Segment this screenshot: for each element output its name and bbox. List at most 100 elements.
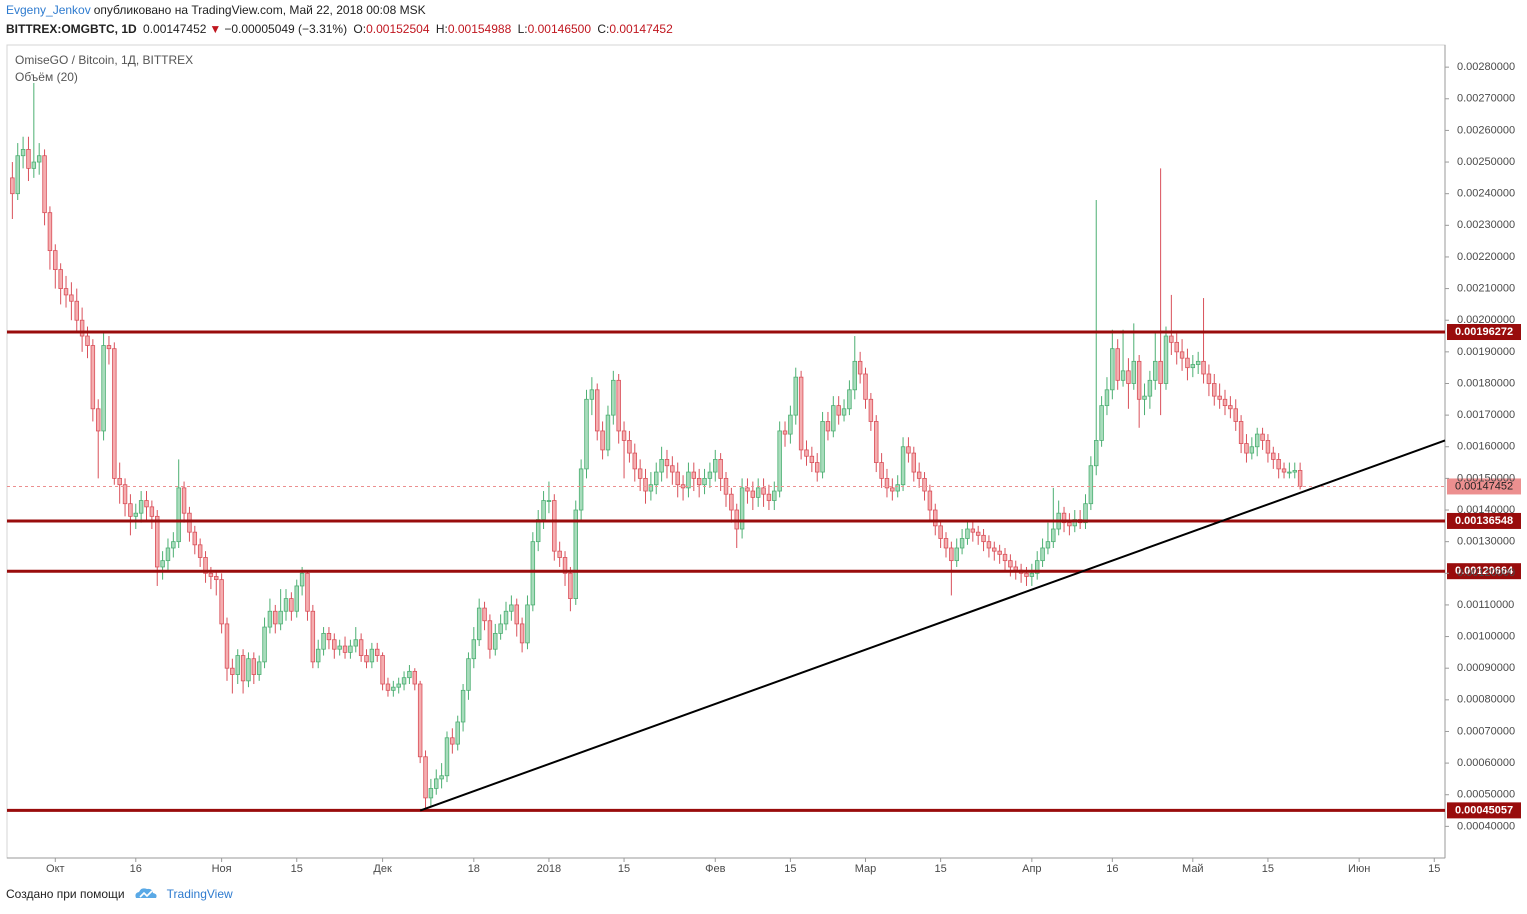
candle-body: [251, 658, 257, 675]
candle-body: [1126, 370, 1131, 384]
candle-body: [1088, 465, 1094, 505]
overlays: 0.00147452 0.00196272 0.00136548 0.00120664…: [7, 324, 1521, 819]
x-tick-label: Июн: [1348, 863, 1370, 875]
tv-logo[interactable]: [133, 886, 159, 902]
y-tick-label: 0.00230000: [1457, 219, 1515, 231]
candle-body: [385, 683, 391, 691]
candle-body: [47, 212, 53, 252]
l-label: L:: [517, 22, 528, 36]
candle-body: [863, 373, 868, 400]
made-with: Создано при помощи: [6, 887, 125, 901]
candle-body: [605, 414, 611, 451]
candle-body: [439, 775, 444, 780]
candle-body: [299, 572, 305, 587]
candle-body: [702, 477, 707, 486]
candle-body: [804, 449, 809, 457]
y-tick-label: 0.00150000: [1457, 472, 1515, 484]
candle-body: [965, 528, 970, 539]
candle-body: [992, 547, 997, 552]
candle-body: [1029, 572, 1035, 577]
candle-body: [1120, 370, 1126, 381]
candle-body: [262, 626, 267, 663]
candle-body: [831, 405, 836, 432]
candle-body: [1094, 440, 1099, 467]
candle-body: [63, 288, 69, 296]
level-label: 0.00196272: [1455, 326, 1513, 338]
candle-body: [476, 607, 482, 641]
candle-body: [165, 547, 171, 562]
candle-body: [600, 430, 605, 451]
candle-body: [1244, 443, 1249, 454]
candle-body: [396, 683, 401, 688]
candle-body: [342, 645, 348, 653]
x-tick-label: Ноя: [212, 863, 232, 875]
candle-body: [535, 519, 541, 543]
candle-body: [519, 623, 525, 644]
candle-body: [1153, 360, 1158, 381]
candle-body: [278, 610, 283, 625]
candle-body: [487, 620, 493, 650]
candle-body: [332, 639, 337, 650]
candle-body: [493, 632, 498, 650]
brand[interactable]: TradingView: [166, 887, 233, 901]
candle-body: [637, 468, 643, 479]
candle-body: [20, 148, 26, 157]
candle-body: [1115, 348, 1120, 381]
y-tick-label: 0.00270000: [1457, 93, 1515, 105]
candle-body: [401, 677, 407, 685]
candle-body: [240, 655, 246, 682]
candle-body: [1206, 373, 1212, 384]
candle-body: [69, 294, 74, 302]
candle-body: [460, 689, 466, 723]
last-price: 0.00147452: [143, 22, 207, 36]
y-tick-label: 0.00050000: [1457, 789, 1515, 801]
candle-body: [1051, 528, 1056, 543]
candle-body: [1142, 395, 1147, 400]
candle-body: [122, 484, 128, 505]
candle-body: [997, 550, 1002, 555]
candle-body: [466, 658, 471, 691]
l-value: 0.00146500: [527, 22, 592, 36]
y-tick-label: 0.00210000: [1457, 282, 1515, 294]
candle-body: [621, 430, 627, 441]
candle-body: [954, 547, 959, 562]
candle-body: [589, 389, 595, 400]
candle-body: [975, 531, 981, 536]
candle-body: [1067, 522, 1072, 527]
level-box: [1447, 324, 1521, 341]
candle-body: [42, 155, 47, 214]
candle-body: [654, 471, 659, 486]
candle-body: [1249, 446, 1255, 454]
candle-body: [375, 648, 380, 656]
candle-body: [1013, 566, 1018, 571]
candle-body: [267, 610, 273, 628]
author[interactable]: Evgeny_Jenkov: [6, 3, 91, 17]
candle-body: [133, 512, 139, 517]
change-arrow: ▼: [209, 22, 222, 36]
x-tick-label: 15: [784, 863, 796, 875]
candle-body: [256, 661, 262, 675]
candle-body: [79, 319, 85, 337]
candle-body: [482, 607, 487, 622]
candle-body: [101, 345, 106, 432]
candle-body: [1212, 383, 1217, 397]
candle-body: [224, 623, 230, 669]
candle-body: [627, 440, 632, 454]
candle-body: [1158, 360, 1163, 384]
candle-body: [1238, 421, 1244, 444]
candle-body: [1222, 398, 1228, 407]
last-price-box: [1447, 478, 1521, 495]
change: −0.00005049 (−3.31%): [224, 22, 348, 36]
candle-body: [686, 471, 691, 489]
candle-body: [643, 477, 648, 492]
x-tick-label: 15: [618, 863, 630, 875]
candle-body: [230, 667, 235, 675]
candle-body: [112, 348, 117, 479]
candle-body: [369, 648, 375, 663]
candle-body: [1233, 408, 1238, 422]
candle-body: [455, 721, 460, 745]
candle-body: [417, 683, 423, 758]
candle-body: [949, 547, 954, 562]
candle-body: [562, 557, 568, 574]
